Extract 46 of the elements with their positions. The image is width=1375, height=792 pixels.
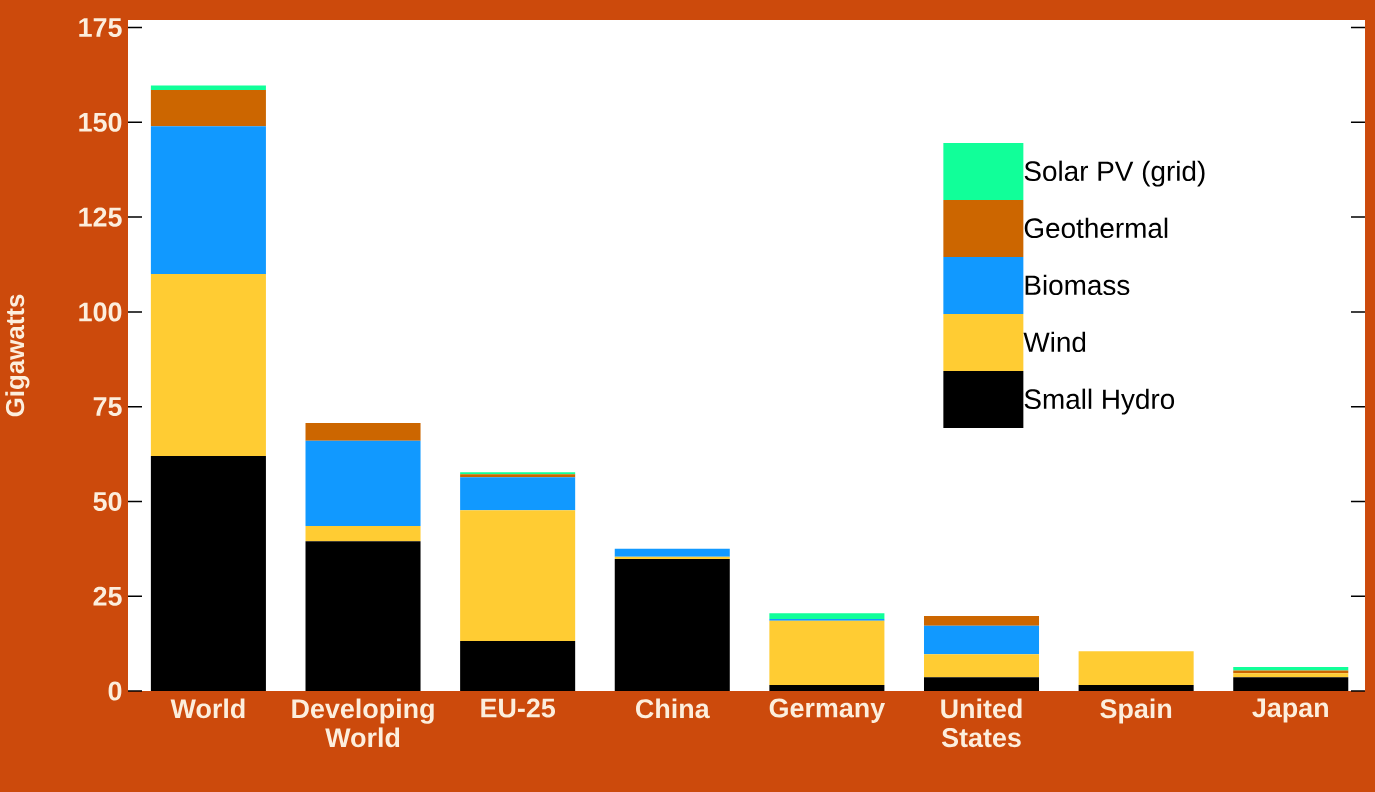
bar [614,559,730,691]
x-tick-label: Germany [769,698,886,723]
bar [769,620,885,685]
bar [1078,651,1194,685]
legend-label: Solar PV (grid) [1024,160,1205,187]
bar [923,615,1040,626]
legend-label: Geothermal [1024,217,1168,239]
x-tick-label: Developing World [292,698,434,748]
x-tick-label: China [636,698,710,719]
bar [769,684,885,691]
bar [1233,677,1349,691]
bar [923,677,1040,691]
x-tick-label: World [170,698,245,719]
bar [150,273,266,456]
y-tick-label: 175 [79,18,122,37]
x-tick-label: EU-25 [481,698,556,718]
bar [150,455,266,691]
bar [1078,684,1194,691]
y-tick-label: 75 [93,397,122,417]
x-tick-label: Spain [1100,698,1172,724]
x-tick-label: Japan [1252,698,1328,723]
bar [305,422,421,441]
bar [460,640,576,691]
x-tick-label: United States [941,698,1022,748]
bar [305,526,421,542]
legend-label: Wind [1023,331,1086,353]
legend-label: Biomass [1025,274,1130,296]
legend-label: Small Hydro [1024,388,1175,415]
bar [923,654,1040,678]
bar [614,548,730,557]
y-tick-label: 150 [79,112,122,132]
bar [923,625,1040,655]
y-tick-label: 50 [93,491,122,511]
bar [1233,673,1349,678]
bar [460,510,576,641]
bar [305,541,421,691]
bar [150,126,266,274]
y-tick-label: 100 [79,302,122,322]
bar [769,613,885,619]
y-tick-label: 0 [108,681,122,701]
bar [150,90,266,127]
bar [460,477,576,511]
y-axis-title: Gigawatts [5,294,30,417]
y-tick-label: 125 [79,207,122,227]
y-tick-label: 25 [93,586,122,606]
bar [305,440,421,527]
